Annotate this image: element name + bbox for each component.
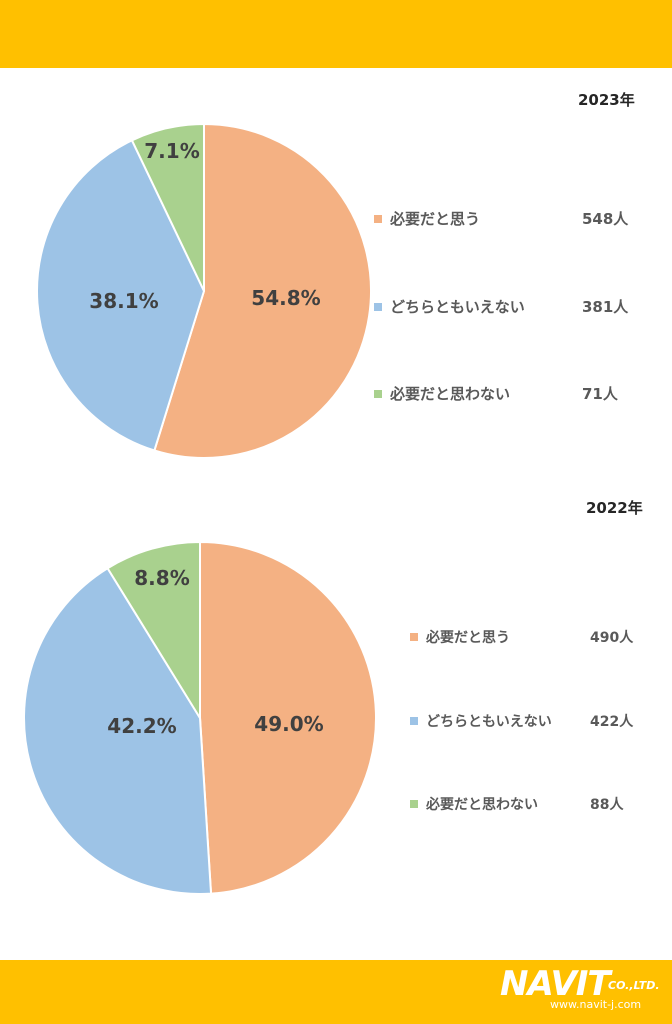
legend-count: 422人	[590, 714, 634, 730]
slice-value-label: 54.8%	[251, 286, 320, 310]
legend-swatch	[410, 800, 418, 808]
legend-label: どちらともいえない	[390, 298, 525, 316]
legend-count: 548人	[582, 210, 629, 228]
slice-agree	[199, 540, 377, 895]
chart-title-2022: 2022年	[586, 499, 643, 517]
logo-wordmark: NAVIT	[500, 964, 611, 1004]
legend-swatch	[374, 215, 382, 223]
slice-agree	[153, 122, 372, 459]
legend-swatch	[410, 633, 418, 641]
top-banner	[0, 0, 672, 68]
slice-disagree	[130, 122, 205, 292]
slice-neutral	[23, 566, 213, 895]
legend-count: 71人	[582, 385, 618, 403]
pie-chart-2022: 49.0% 42.2% 8.8%	[23, 540, 377, 895]
slice-neutral	[36, 139, 206, 452]
slice-value-label: 7.1%	[144, 139, 199, 163]
legend-swatch	[374, 303, 382, 311]
legend-count: 490人	[590, 630, 634, 646]
legend-label: 必要だと思う	[390, 210, 481, 228]
pie-chart-2023: 54.8% 38.1% 7.1%	[36, 122, 372, 459]
legend-label: 必要だと思う	[426, 630, 510, 646]
logo-suffix: CO.,LTD.	[608, 979, 660, 992]
slice-value-label: 42.2%	[107, 714, 176, 738]
slice-disagree	[106, 540, 201, 722]
chart-title-2023: 2023年	[578, 91, 635, 109]
slice-value-label: 49.0%	[254, 712, 323, 736]
slice-value-label: 8.8%	[134, 566, 189, 590]
company-url: www.navit-j.com	[550, 998, 642, 1011]
legend-count: 381人	[582, 298, 629, 316]
bottom-banner	[0, 960, 672, 1024]
legend-swatch	[374, 390, 382, 398]
legend-count: 88人	[590, 797, 624, 813]
legend-label: 必要だと思わない	[426, 797, 538, 813]
legend-swatch	[410, 717, 418, 725]
legend-label: 必要だと思わない	[390, 385, 511, 403]
company-logo: NAVIT CO.,LTD. www.navit-j.com	[498, 964, 664, 1018]
legend-label: どちらともいえない	[426, 714, 552, 730]
slice-value-label: 38.1%	[89, 289, 158, 313]
